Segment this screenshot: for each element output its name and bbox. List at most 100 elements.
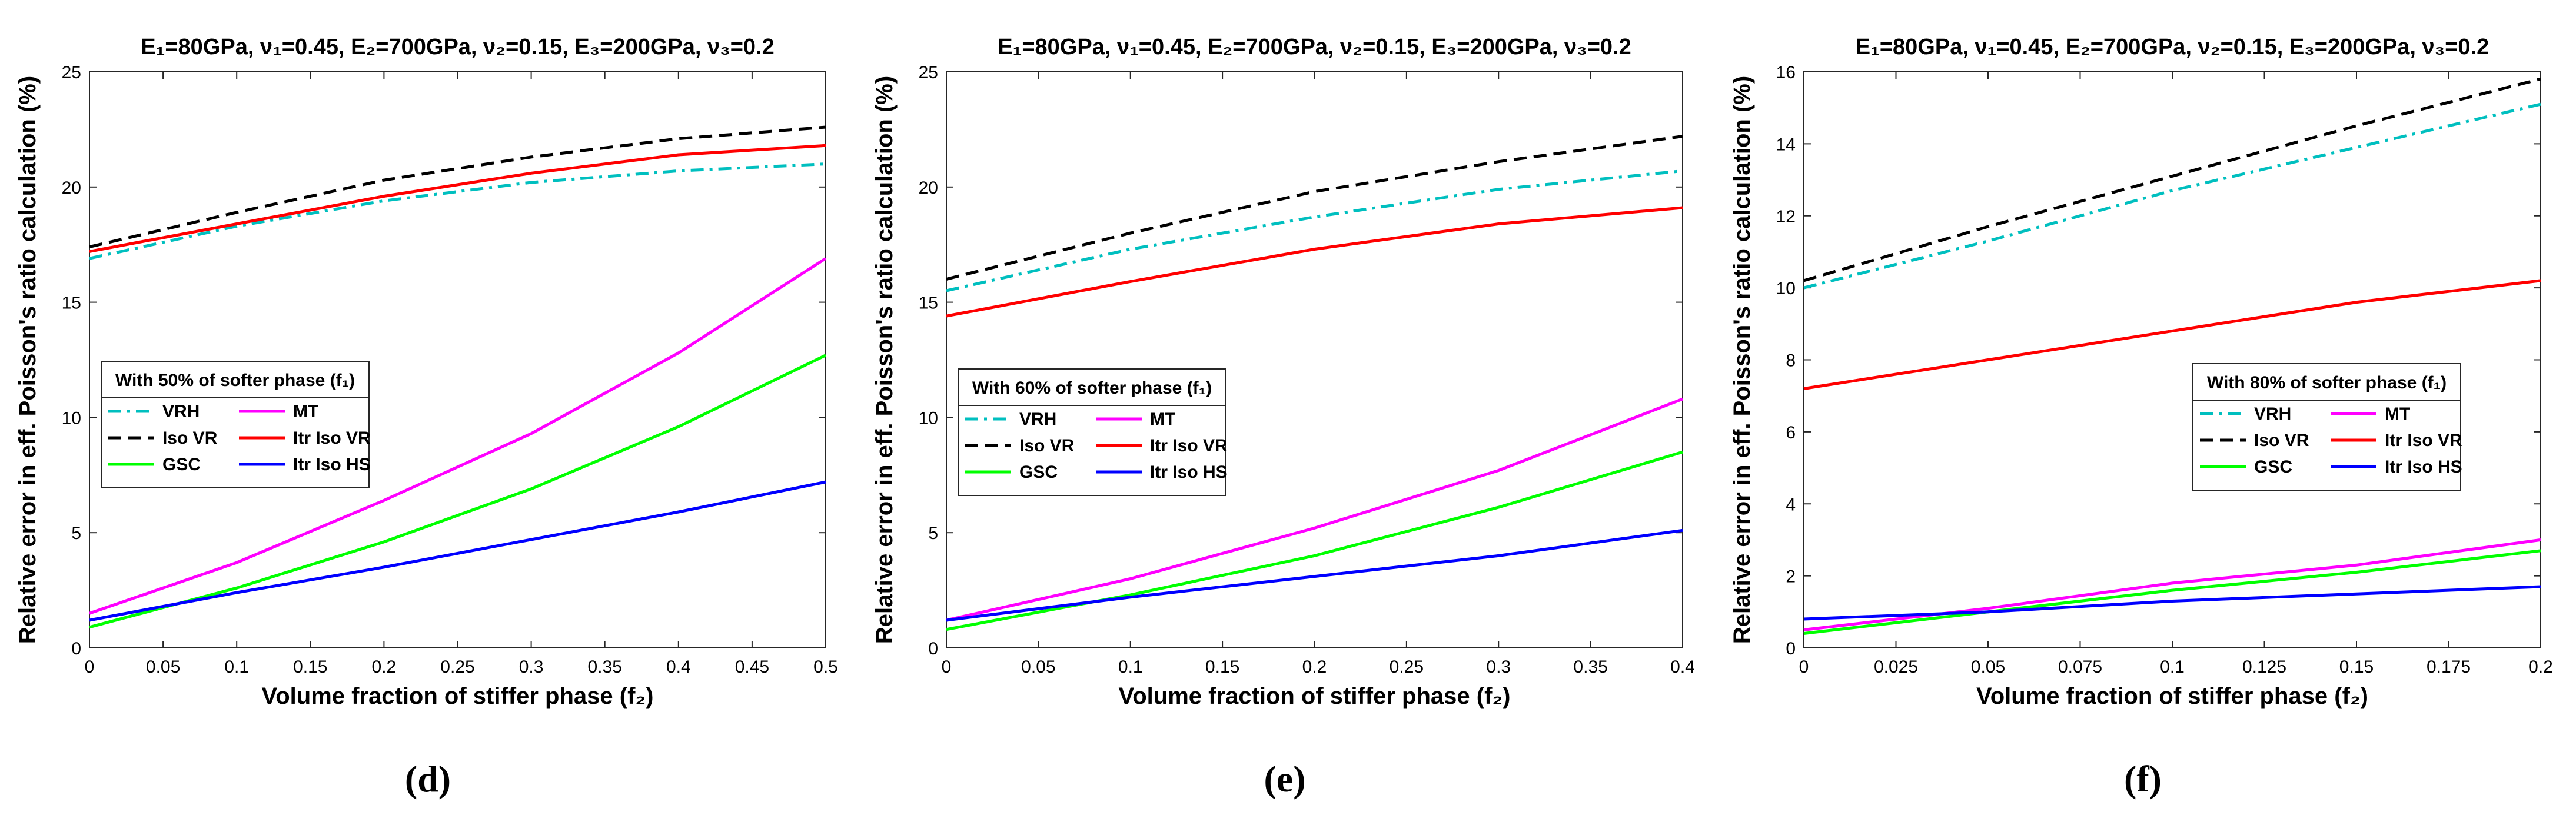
x-tick-label: 0.075 (2058, 657, 2102, 677)
y-tick-label: 10 (919, 408, 938, 428)
plot-area (89, 71, 826, 648)
y-tick-label: 10 (1776, 279, 1796, 298)
x-tick-label: 0.35 (588, 657, 622, 677)
x-tick-label: 0.05 (1021, 657, 1055, 677)
x-tick-label: 0.4 (666, 657, 691, 677)
plot-area (1803, 71, 2541, 648)
legend-entry-label: VRH (162, 402, 200, 421)
series-line-iso-vr (946, 135, 1683, 281)
x-tick-label: 0.5 (813, 657, 838, 677)
legend-entry-label: MT (1150, 410, 1175, 429)
legend-entry-label: Iso VR (162, 428, 218, 448)
chart-panel-3: 0 0.025 0.05 0.075 0.1 0.125 0.15 0.175 0.2 0 2 4 6 8… (1729, 35, 2553, 800)
panel-label: (d) (405, 758, 451, 800)
x-tick-label: 0 (85, 657, 95, 677)
chart-panel-1: 0 0.05 0.1 0.15 0.2 0.25 0.3 0.35 0.4 0.45 0.5 0 5 10… (15, 35, 838, 800)
legend-entry-label: GSC (162, 455, 201, 474)
legend-entry-label: Itr Iso HS (2385, 457, 2462, 477)
series-line-itr-iso-vr (89, 144, 826, 253)
series-line-itr-iso-vr (946, 206, 1683, 318)
legend-entry-label: Iso VR (1019, 436, 1075, 455)
x-axis-label: Volume fraction of stiffer phase (f₂) (1976, 683, 2368, 709)
legend-entry-label: MT (2385, 404, 2410, 424)
legend-title: With 50% of softer phase (f₁) (115, 371, 355, 390)
legend-title: With 60% of softer phase (f₁) (972, 378, 1212, 398)
chart-title: E₁=80GPa, ν₁=0.45, E₂=700GPa, ν₂=0.15, E… (998, 35, 1631, 59)
y-axis-label: Relative error in eff. Poisson's ratio c… (15, 76, 41, 644)
series-line-mt (89, 257, 827, 615)
x-tick-label: 0.2 (372, 657, 397, 677)
x-tick-label: 0.1 (1118, 657, 1143, 677)
legend-title: With 80% of softer phase (f₁) (2207, 373, 2447, 392)
y-tick-label: 15 (919, 294, 938, 313)
x-axis-label: Volume fraction of stiffer phase (f₂) (1119, 683, 1511, 709)
legend-entry-label: VRH (1019, 410, 1056, 429)
panel-label: (f) (2124, 758, 2162, 800)
series-line-vrh (89, 162, 826, 260)
legend: With 50% of softer phase (f₁) VRH MT Iso VR… (101, 361, 371, 488)
x-tick-label: 0.15 (1205, 657, 1239, 677)
x-tick-label: 0.2 (2528, 657, 2553, 677)
series-line-itr-iso-hs (946, 528, 1683, 622)
x-tick-label: 0.1 (2160, 657, 2185, 677)
x-tick-label: 0.1 (224, 657, 249, 677)
y-axis-label: Relative error in eff. Poisson's ratio c… (872, 76, 898, 644)
chart-panel-2: 0 0.05 0.1 0.15 0.2 0.25 0.3 0.35 0.4 0 5 10 15 20 25 E… (872, 35, 1695, 800)
x-tick-label: 0.2 (1302, 657, 1327, 677)
series-line-gsc (946, 450, 1683, 631)
y-tick-label: 0 (1786, 639, 1796, 658)
y-tick-label: 8 (1786, 351, 1796, 371)
legend-box (2192, 363, 2461, 491)
legend-entry-label: GSC (1019, 463, 1058, 482)
x-tick-label: 0.05 (1971, 657, 2005, 677)
legend-entry-label: Itr Iso HS (293, 455, 371, 474)
y-axis-label: Relative error in eff. Poisson's ratio c… (1729, 76, 1755, 644)
y-tick-label: 4 (1786, 495, 1796, 514)
y-tick-label: 2 (1786, 567, 1796, 587)
legend-entry-label: Itr Iso VR (293, 428, 371, 448)
legend-box (101, 361, 370, 488)
y-tick-label: 5 (928, 524, 938, 543)
x-tick-label: 0.15 (293, 657, 327, 677)
legend-entry-label: Itr Iso HS (1150, 463, 1228, 482)
x-tick-label: 0.4 (1670, 657, 1695, 677)
panel-label: (e) (1264, 758, 1305, 800)
x-tick-label: 0 (942, 657, 952, 677)
x-tick-label: 0.05 (146, 657, 180, 677)
y-tick-label: 25 (62, 63, 81, 82)
series-line-itr-iso-hs (1803, 585, 2541, 621)
series-line-itr-iso-hs (89, 480, 826, 622)
chart-title: E₁=80GPa, ν₁=0.45, E₂=700GPa, ν₂=0.15, E… (141, 35, 774, 59)
x-tick-label: 0.025 (1874, 657, 1918, 677)
x-tick-label: 0.3 (519, 657, 544, 677)
series-line-mt (946, 397, 1683, 622)
x-tick-label: 0.175 (2427, 657, 2471, 677)
y-tick-label: 25 (919, 63, 938, 82)
y-tick-label: 20 (62, 178, 81, 198)
y-tick-label: 6 (1786, 423, 1796, 443)
series-line-gsc (89, 354, 827, 629)
x-tick-label: 0.35 (1573, 657, 1607, 677)
legend-entry-label: MT (293, 402, 318, 421)
chart-title: E₁=80GPa, ν₁=0.45, E₂=700GPa, ν₂=0.15, E… (1856, 35, 2489, 59)
y-tick-label: 14 (1776, 135, 1796, 154)
legend-entry-label: Itr Iso VR (2385, 431, 2462, 450)
x-tick-label: 0.25 (1390, 657, 1424, 677)
y-tick-label: 0 (71, 639, 81, 658)
x-tick-label: 0.3 (1486, 657, 1511, 677)
x-tick-label: 0.45 (735, 657, 769, 677)
plot-area (946, 71, 1683, 648)
x-tick-label: 0.25 (440, 657, 474, 677)
y-tick-label: 15 (62, 294, 81, 313)
series-line-vrh (1803, 102, 2541, 290)
y-tick-label: 20 (919, 178, 938, 198)
y-tick-label: 0 (928, 639, 938, 658)
series-line-iso-vr (89, 125, 826, 249)
legend-entry-label: VRH (2254, 404, 2291, 424)
legend: With 60% of softer phase (f₁) VRH MT Iso VR… (958, 368, 1228, 496)
legend-entry-label: Itr Iso VR (1150, 436, 1228, 455)
series-line-gsc (1803, 549, 2541, 635)
legend-box (958, 368, 1226, 496)
y-tick-label: 12 (1776, 207, 1796, 227)
